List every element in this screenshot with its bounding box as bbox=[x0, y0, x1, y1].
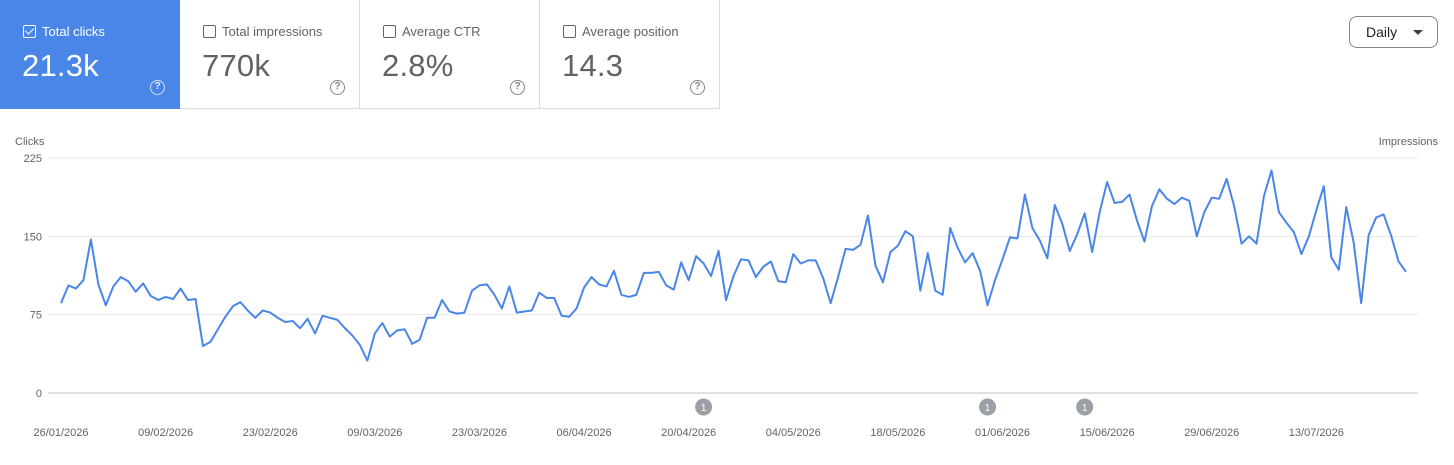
x-tick-label: 23/03/2026 bbox=[452, 427, 507, 439]
x-tick-label: 13/07/2026 bbox=[1289, 427, 1344, 439]
y-tick-label: 75 bbox=[30, 310, 42, 322]
x-tick-label: 04/05/2026 bbox=[766, 427, 821, 439]
help-icon[interactable]: ? bbox=[150, 80, 165, 95]
metric-label: Total impressions bbox=[222, 24, 323, 39]
x-tick-label: 18/05/2026 bbox=[870, 427, 925, 439]
metric-label: Average CTR bbox=[402, 24, 481, 39]
metric-value: 2.8% bbox=[382, 48, 454, 83]
help-icon[interactable]: ? bbox=[330, 80, 345, 95]
help-icon[interactable]: ? bbox=[690, 80, 705, 95]
help-icon[interactable]: ? bbox=[510, 80, 525, 95]
metric-card-total-clicks[interactable]: Total clicks 21.3k ? bbox=[0, 0, 180, 109]
metric-card-average-ctr[interactable]: Average CTR 2.8% ? bbox=[360, 0, 540, 109]
right-axis-label: Impressions bbox=[1379, 136, 1439, 148]
x-tick-label: 26/01/2026 bbox=[33, 427, 88, 439]
period-select-value: Daily bbox=[1366, 24, 1398, 40]
checkbox-icon[interactable] bbox=[563, 25, 576, 38]
annotation-marker: 1 bbox=[979, 398, 997, 416]
x-tick-label: 06/04/2026 bbox=[557, 427, 612, 439]
metric-value: 21.3k bbox=[22, 48, 99, 83]
checkbox-checked-icon[interactable] bbox=[23, 25, 36, 38]
metric-cards: Total clicks 21.3k ? Total impressions 7… bbox=[0, 0, 720, 109]
annotation-marker: 1 bbox=[1076, 398, 1094, 416]
metric-value: 14.3 bbox=[562, 48, 624, 83]
checkbox-icon[interactable] bbox=[203, 25, 216, 38]
y-axis-ticks: 225 150 75 0 bbox=[24, 153, 42, 400]
period-select[interactable]: Daily bbox=[1349, 16, 1438, 48]
metric-value: 770k bbox=[202, 48, 271, 83]
x-tick-label: 09/02/2026 bbox=[138, 427, 193, 439]
x-tick-label: 20/04/2026 bbox=[661, 427, 716, 439]
clicks-series-line bbox=[60, 169, 1407, 362]
x-tick-label: 23/02/2026 bbox=[243, 427, 298, 439]
x-tick-label: 09/03/2026 bbox=[347, 427, 402, 439]
left-axis-label: Clicks bbox=[15, 136, 45, 148]
chart-series bbox=[60, 169, 1407, 362]
checkbox-icon[interactable] bbox=[383, 25, 396, 38]
x-tick-label: 01/06/2026 bbox=[975, 427, 1030, 439]
y-tick-label: 0 bbox=[36, 388, 42, 400]
annotation-badge bbox=[1076, 398, 1094, 416]
x-axis-ticks: 26/01/2026 09/02/2026 23/02/2026 09/03/2026… bbox=[33, 427, 1343, 439]
x-tick-label: 15/06/2026 bbox=[1080, 427, 1135, 439]
metric-label: Average position bbox=[582, 24, 679, 39]
annotation-label: 1 bbox=[701, 403, 707, 414]
metric-label: Total clicks bbox=[42, 24, 105, 39]
annotation-marker: 1 bbox=[695, 398, 713, 416]
annotation-label: 1 bbox=[985, 403, 991, 414]
x-tick-label: 29/06/2026 bbox=[1184, 427, 1239, 439]
y-tick-label: 225 bbox=[24, 153, 42, 165]
annotation-badge bbox=[979, 398, 997, 416]
caret-down-icon bbox=[1413, 30, 1423, 35]
chart-annotations: 1 1 1 bbox=[695, 398, 1094, 416]
clicks-line-chart: Clicks Impressions 225 150 75 0 1 1 1 26/01/2… bbox=[15, 136, 1439, 439]
annotation-badge bbox=[695, 398, 713, 416]
metric-card-average-position[interactable]: Average position 14.3 ? bbox=[540, 0, 720, 109]
annotation-label: 1 bbox=[1082, 403, 1088, 414]
y-tick-label: 150 bbox=[24, 231, 42, 243]
metric-card-total-impressions[interactable]: Total impressions 770k ? bbox=[180, 0, 360, 109]
chart-grid bbox=[48, 157, 1418, 394]
